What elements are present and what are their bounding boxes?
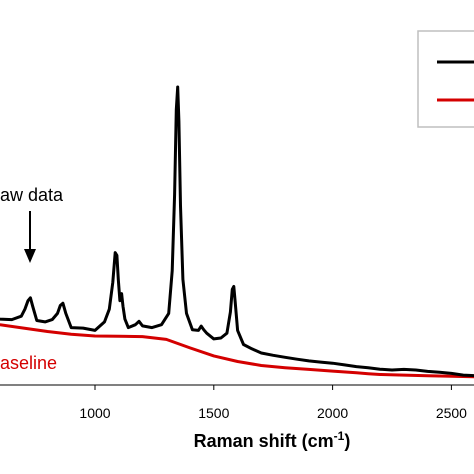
- annotation-baseline: aseline: [0, 353, 57, 373]
- baseline-line: [0, 323, 474, 379]
- raw-data-arrow: [24, 211, 36, 263]
- x-tick-label: 2500: [436, 405, 467, 421]
- x-tick-label: 2000: [317, 405, 348, 421]
- x-axis-title: Raman shift (cm-1): [194, 429, 351, 451]
- x-tick-label: 1500: [198, 405, 229, 421]
- plot-area: [0, 85, 474, 379]
- x-axis-ticks: 1000 1500 2000 2500: [79, 385, 467, 421]
- raw-data-line: [0, 85, 474, 378]
- legend-frame: [417, 30, 474, 128]
- annotation-raw-data: aw data: [0, 185, 64, 205]
- x-axis-title-superscript: -1: [334, 429, 345, 443]
- legend-box: [417, 30, 474, 128]
- x-tick-label: 1000: [79, 405, 110, 421]
